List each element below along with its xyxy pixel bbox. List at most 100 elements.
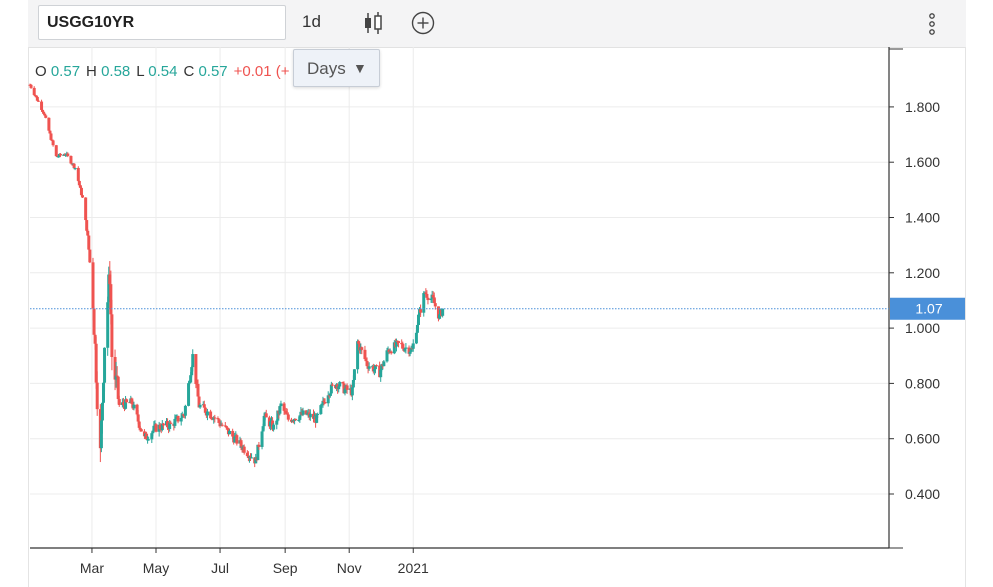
- candle-body: [109, 284, 113, 315]
- candle-body: [426, 297, 430, 301]
- candle: [367, 362, 371, 371]
- candle-body: [121, 402, 125, 406]
- candle-body: [235, 435, 239, 444]
- candle-body: [401, 344, 405, 348]
- candle-body: [414, 332, 418, 344]
- candle-body: [329, 384, 333, 394]
- candle-body: [139, 429, 143, 432]
- candle-body: [400, 342, 404, 345]
- candle-body: [411, 343, 415, 349]
- candle: [110, 299, 114, 371]
- candle: [282, 402, 286, 415]
- candle-body: [345, 385, 349, 390]
- candle-body: [169, 422, 173, 424]
- candle-body: [51, 140, 55, 146]
- candle-body: [108, 274, 112, 285]
- candle-body: [77, 180, 81, 186]
- candle-body: [387, 349, 391, 353]
- candle: [69, 155, 73, 165]
- more-options-icon[interactable]: [924, 12, 940, 36]
- candle: [161, 422, 165, 429]
- candle-body: [113, 356, 117, 380]
- candle-body: [327, 395, 331, 397]
- candle-body: [41, 109, 45, 112]
- candle-body: [93, 334, 97, 344]
- candle-body: [385, 350, 389, 362]
- days-dropdown[interactable]: Days ▼: [293, 49, 380, 87]
- candle-body: [33, 94, 37, 96]
- candle: [249, 453, 252, 462]
- candle-body: [161, 423, 165, 426]
- candle: [250, 453, 254, 459]
- close-label: C: [183, 63, 195, 80]
- candle-body: [262, 415, 266, 427]
- days-dropdown-label: Days: [307, 59, 346, 78]
- candle-body: [358, 343, 362, 351]
- candle-body: [79, 187, 83, 196]
- candle: [87, 235, 91, 251]
- x-tick-label: Sep: [273, 560, 298, 576]
- candle-body: [190, 367, 194, 376]
- candle: [326, 391, 330, 407]
- candle: [316, 412, 320, 418]
- candle: [176, 415, 180, 424]
- candle: [301, 407, 305, 417]
- candle-body: [351, 379, 355, 388]
- candlestick-chart-type-icon[interactable]: [362, 10, 384, 36]
- candle: [32, 86, 36, 97]
- candle-body: [114, 375, 118, 380]
- candle: [286, 412, 290, 422]
- candle: [218, 419, 222, 428]
- candle: [278, 405, 282, 416]
- candle-body: [115, 375, 119, 377]
- candle-body: [360, 347, 364, 350]
- candle: [431, 291, 435, 299]
- candle-body: [84, 197, 88, 221]
- candles: [28, 83, 445, 468]
- candle: [174, 414, 178, 420]
- candle-body: [261, 426, 265, 432]
- add-indicator-icon[interactable]: [411, 11, 435, 35]
- candle-body: [357, 341, 361, 344]
- candle-body: [322, 400, 326, 403]
- candle-body: [417, 314, 420, 325]
- candle: [139, 429, 143, 432]
- candle: [330, 382, 334, 387]
- candle: [323, 398, 327, 405]
- candle-body: [352, 369, 356, 380]
- candle-body: [81, 195, 84, 198]
- candle: [44, 114, 48, 119]
- candle: [190, 365, 194, 378]
- candle-body: [419, 309, 423, 313]
- grid: [30, 47, 889, 548]
- candle: [135, 403, 139, 417]
- symbol-input[interactable]: [38, 5, 286, 40]
- candle: [35, 95, 39, 102]
- candle-body: [404, 347, 408, 349]
- interval-button[interactable]: 1d: [302, 12, 321, 31]
- toolbar: 1d: [28, 0, 966, 48]
- candle-body: [116, 376, 120, 400]
- candle-body: [371, 366, 375, 372]
- candle: [379, 368, 383, 382]
- candle: [242, 444, 246, 455]
- candle-body: [392, 342, 396, 354]
- candle: [124, 395, 128, 410]
- candle-body: [136, 414, 140, 422]
- candle-body: [285, 413, 289, 415]
- candle: [228, 429, 231, 435]
- candle: [294, 418, 298, 421]
- x-tick-label: Jul: [211, 560, 229, 576]
- candle-body: [191, 354, 195, 368]
- candle-body: [95, 382, 99, 410]
- candle: [419, 304, 423, 318]
- candle-body: [338, 382, 342, 387]
- x-tick-label: 2021: [398, 560, 429, 576]
- candle-body: [425, 293, 429, 298]
- candle-body: [180, 414, 184, 418]
- candle-body: [233, 436, 237, 443]
- candle-body: [32, 87, 36, 95]
- candle-body: [154, 424, 158, 432]
- candle-body: [298, 415, 302, 420]
